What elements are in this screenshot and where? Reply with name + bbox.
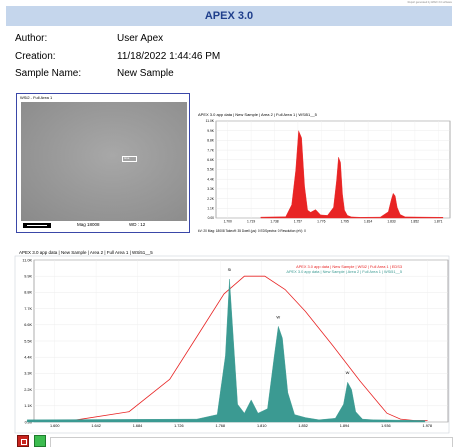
x-tick-label: 1.700 [224,219,232,223]
legend-entry-1: APEX 3.0 app data | New Sample | Area 2 … [286,269,402,274]
x-tick-label: 1.936 [381,424,391,428]
x-tick-label: 1.852 [298,424,308,428]
y-tick-label: 11.0K [206,119,215,123]
y-tick-label: 2.2K [207,197,215,201]
y-tick-label: 0.00 [25,420,32,424]
x-tick-label: 1.719 [247,219,255,223]
overlay-spectrum-chart: 0.00 1.1K 2.2K 3.3K 4.4K 5.5K 6.6K 7.7K 8.8K 9.9K… [14,250,450,434]
y-tick-label: 1.1K [24,404,32,408]
x-tick-label: 1.833 [387,219,395,223]
series-line-0 [27,275,428,422]
header-note: Report generated by APEX 3.0 software [407,1,452,4]
x-tick-label: 1.726 [174,424,184,428]
x-tick-label: 1.757 [294,219,302,223]
small-spectrum-title: APEX 3.0 app data | New Sample | Area 2 … [198,112,317,117]
x-tick-label: 1.978 [423,424,433,428]
peak-label: W [276,314,280,319]
sample-name-label: Sample Name: [15,68,82,79]
analysis-area-label: Area [124,157,130,160]
y-tick-label: 7.7K [207,148,215,152]
refresh-icon[interactable] [34,435,46,447]
creation-value: 11/18/2022 1:44:46 PM [117,51,221,62]
y-tick-label: 4.4K [207,177,215,181]
y-tick-label: 8.8K [24,291,32,295]
report-title-banner: APEX 3.0 [6,6,452,26]
small-spectrum-plot: 0.00 1.1K 2.2K 3.3K 4.4K 5.5K 6.6K 7.7K 8.8K 9.9K… [206,119,451,223]
y-tick-label: 8.8K [207,139,215,143]
report-toolbar [17,435,453,447]
x-tick-label: 1.795 [341,219,349,223]
small-spectrum-info: kV: 20 Mag: 18008 Takeoff: 35 Dwell (µs)… [198,229,306,233]
x-tick-label: 1.894 [340,424,350,428]
y-tick-label: 3.3K [24,372,32,376]
x-tick-label: 1.810 [257,424,267,428]
legend-entry-0: APEX 3.0 app data | New Sample | WSi2 | … [296,264,402,269]
y-tick-label: 0.00 [208,216,215,220]
x-tick-label: 1.852 [411,219,419,223]
x-tick-label: 1.871 [434,219,442,223]
y-tick-label: 9.9K [207,129,215,133]
scale-bar [23,223,51,228]
small-spectrum-chart: 0.00 1.1K 2.2K 3.3K 4.4K 5.5K 6.6K 7.7K 8.8K 9.9K… [198,112,452,234]
y-tick-label: 6.6K [24,323,32,327]
y-tick-label: 2.2K [24,388,32,392]
y-tick-label: 11.0K [22,258,32,262]
series-area-1 [26,279,426,423]
sem-working-distance: WD : 12 [129,222,146,227]
author-value: User Apex [117,33,164,44]
creation-label: Creation: [15,51,56,62]
y-tick-label: 5.5K [207,168,215,172]
x-tick-label: 1.684 [133,424,143,428]
analysis-area-marker: Area [122,156,137,162]
peak-label: W [346,370,350,375]
y-tick-label: 1.1K [207,206,215,210]
sem-image-footer: Mag 18008 WD : 12 [21,221,187,230]
y-tick-label: 9.9K [24,275,32,279]
y-tick-label: 4.4K [24,356,32,360]
y-tick-label: 7.7K [24,307,32,311]
toolbar-strip [50,437,453,447]
x-tick-label: 1.642 [91,424,101,428]
sample-name-value: New Sample [117,68,174,79]
x-tick-label: 1.738 [270,219,278,223]
report-title: APEX 3.0 [204,10,254,22]
sem-micrograph: Area [21,102,187,221]
x-tick-label: 1.768 [216,424,226,428]
x-tick-label: 1.600 [50,424,60,428]
y-tick-label: 6.6K [207,158,215,162]
series-area-0 [260,130,444,219]
overlay-spectrum-title: APEX 3.0 app data | New Sample | Area 2 … [19,250,153,255]
overlay-outer-frame [14,255,450,434]
sem-magnification: Mag 18008 [77,222,100,227]
peak-label: Si [228,267,232,272]
overlay-spectrum-plot: 0.00 1.1K 2.2K 3.3K 4.4K 5.5K 6.6K 7.7K 8.8K 9.9K… [14,255,450,434]
x-tick-label: 1.814 [364,219,372,223]
y-tick-label: 5.5K [24,339,32,343]
export-icon[interactable] [17,435,29,447]
x-tick-label: 1.776 [317,219,325,223]
y-tick-label: 3.3K [207,187,215,191]
sem-image-panel: WSi2 - Full Area 1 Area Mag 18008 WD : 1… [16,93,190,233]
sem-image-title: WSi2 - Full Area 1 [20,95,53,100]
author-label: Author: [15,33,48,44]
